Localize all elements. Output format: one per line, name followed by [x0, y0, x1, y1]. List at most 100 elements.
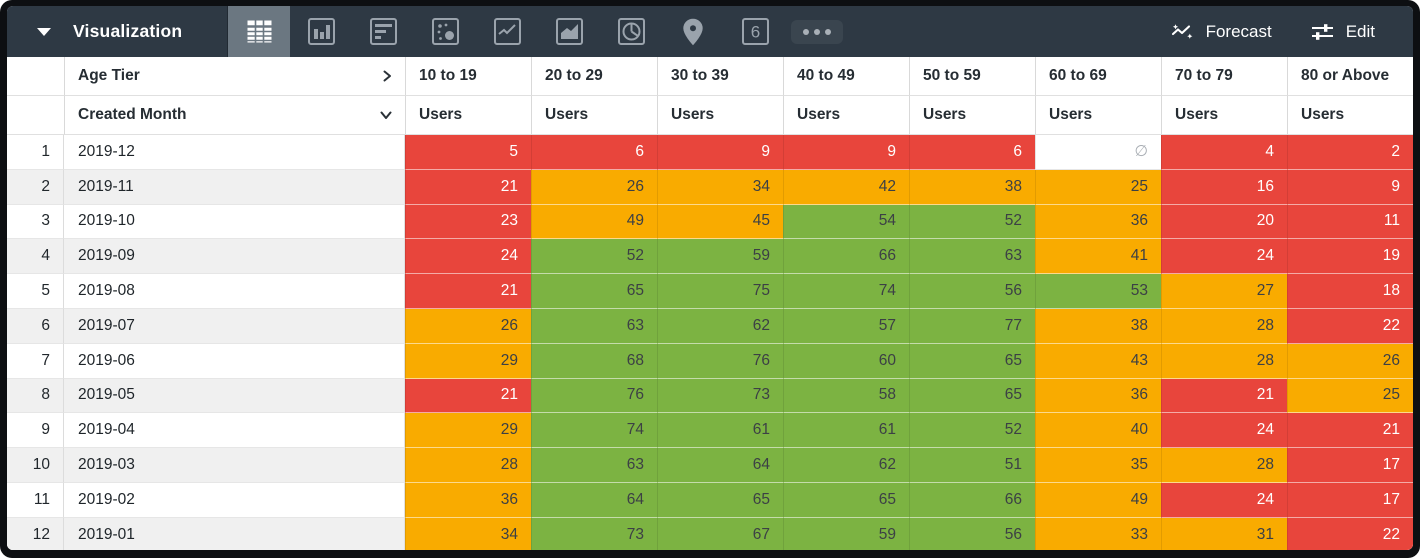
measure-value-cell[interactable]: 33	[1035, 517, 1161, 550]
measure-value-cell[interactable]: 63	[909, 239, 1035, 275]
age-tier-column-header[interactable]: 40 to 49	[783, 57, 909, 96]
measure-value-cell[interactable]: 54	[783, 204, 909, 240]
measure-value-cell[interactable]: 65	[657, 482, 783, 518]
row-dimension-value[interactable]: 2019-07	[64, 308, 405, 344]
age-tier-column-header[interactable]: 50 to 59	[909, 57, 1035, 96]
measure-value-cell[interactable]: 52	[531, 239, 657, 275]
measure-value-cell[interactable]: 74	[531, 413, 657, 449]
measure-value-cell[interactable]: 66	[783, 239, 909, 275]
measure-value-cell[interactable]: 65	[909, 378, 1035, 414]
measure-value-cell[interactable]: 65	[909, 343, 1035, 379]
measure-value-cell[interactable]: 61	[783, 413, 909, 449]
measure-value-cell[interactable]: 29	[405, 343, 531, 379]
measure-value-cell[interactable]: 26	[531, 169, 657, 205]
measure-value-cell[interactable]: 24	[1161, 239, 1287, 275]
measure-value-cell[interactable]: 16	[1161, 169, 1287, 205]
measure-value-cell[interactable]: 65	[531, 274, 657, 309]
viz-type-bar-chart-icon[interactable]	[352, 6, 414, 57]
measure-value-cell[interactable]: 28	[1161, 308, 1287, 344]
measure-value-cell[interactable]: 4	[1161, 135, 1287, 170]
measure-value-cell[interactable]: 73	[657, 378, 783, 414]
row-dimension-value[interactable]: 2019-08	[64, 274, 405, 309]
measure-value-cell[interactable]: 21	[1287, 413, 1413, 449]
row-dimension-value[interactable]: 2019-03	[64, 448, 405, 483]
measure-value-cell[interactable]: 52	[909, 413, 1035, 449]
measure-value-cell[interactable]: 66	[909, 482, 1035, 518]
measure-value-cell[interactable]: 24	[1161, 482, 1287, 518]
measure-value-cell[interactable]: 65	[783, 482, 909, 518]
row-dimension-value[interactable]: 2019-11	[64, 169, 405, 205]
measure-value-cell[interactable]: 51	[909, 448, 1035, 483]
measure-value-cell[interactable]: 43	[1035, 343, 1161, 379]
measure-value-cell[interactable]: 36	[1035, 204, 1161, 240]
row-dimension-value[interactable]: 2019-09	[64, 239, 405, 275]
viz-type-area-chart-icon[interactable]	[538, 6, 600, 57]
measure-value-cell[interactable]: 36	[405, 482, 531, 518]
measure-value-cell[interactable]: 68	[531, 343, 657, 379]
age-tier-column-header[interactable]: 80 or Above	[1287, 57, 1413, 96]
measure-value-cell[interactable]: 9	[657, 135, 783, 170]
measure-value-cell[interactable]: 62	[783, 448, 909, 483]
measure-value-cell[interactable]: 22	[1287, 517, 1413, 550]
row-dimension-value[interactable]: 2019-04	[64, 413, 405, 449]
measure-value-cell[interactable]: 56	[909, 517, 1035, 550]
row-dimension-value[interactable]: 2019-06	[64, 343, 405, 379]
measure-value-cell[interactable]: 34	[405, 517, 531, 550]
measure-column-header[interactable]: Users	[1287, 96, 1413, 135]
measure-value-cell[interactable]: 21	[405, 274, 531, 309]
measure-value-cell[interactable]: 76	[531, 378, 657, 414]
measure-value-cell[interactable]: 26	[405, 308, 531, 344]
row-dimension-header[interactable]: Created Month	[64, 96, 405, 135]
measure-value-cell[interactable]: 21	[405, 169, 531, 205]
measure-value-cell[interactable]: 34	[657, 169, 783, 205]
measure-value-cell[interactable]: 28	[1161, 448, 1287, 483]
measure-value-cell[interactable]: 25	[1035, 169, 1161, 205]
measure-value-cell[interactable]: 35	[1035, 448, 1161, 483]
measure-value-cell[interactable]: 49	[1035, 482, 1161, 518]
visualization-collapse-toggle[interactable]: Visualization	[7, 6, 228, 57]
measure-value-cell[interactable]: 63	[531, 448, 657, 483]
age-tier-column-header[interactable]: 30 to 39	[657, 57, 783, 96]
measure-value-cell[interactable]: 59	[657, 239, 783, 275]
measure-value-cell[interactable]: 58	[783, 378, 909, 414]
measure-value-cell[interactable]: 9	[783, 135, 909, 170]
measure-value-cell[interactable]: 23	[405, 204, 531, 240]
measure-value-cell[interactable]: 21	[405, 378, 531, 414]
measure-value-cell[interactable]: 2	[1287, 135, 1413, 170]
measure-value-cell[interactable]: 62	[657, 308, 783, 344]
age-tier-column-header[interactable]: 10 to 19	[405, 57, 531, 96]
age-tier-column-header[interactable]: 70 to 79	[1161, 57, 1287, 96]
viz-type-line-chart-icon[interactable]	[476, 6, 538, 57]
measure-value-cell[interactable]: 24	[1161, 413, 1287, 449]
measure-value-cell[interactable]: 31	[1161, 517, 1287, 550]
measure-value-cell[interactable]: 64	[657, 448, 783, 483]
measure-value-cell[interactable]: 76	[657, 343, 783, 379]
measure-value-cell[interactable]: 21	[1161, 378, 1287, 414]
measure-column-header[interactable]: Users	[1035, 96, 1161, 135]
measure-value-cell[interactable]: 77	[909, 308, 1035, 344]
measure-value-cell[interactable]: 9	[1287, 169, 1413, 205]
measure-value-cell[interactable]: 24	[405, 239, 531, 275]
measure-column-header[interactable]: Users	[531, 96, 657, 135]
measure-value-cell[interactable]: 17	[1287, 482, 1413, 518]
null-value-cell[interactable]: ∅	[1035, 135, 1161, 170]
measure-value-cell[interactable]: 18	[1287, 274, 1413, 309]
measure-value-cell[interactable]: 64	[531, 482, 657, 518]
edit-button[interactable]: Edit	[1300, 6, 1385, 57]
measure-column-header[interactable]: Users	[909, 96, 1035, 135]
measure-value-cell[interactable]: 56	[909, 274, 1035, 309]
measure-value-cell[interactable]: 40	[1035, 413, 1161, 449]
measure-value-cell[interactable]: 38	[909, 169, 1035, 205]
row-dimension-value[interactable]: 2019-01	[64, 517, 405, 550]
row-dimension-value[interactable]: 2019-10	[64, 204, 405, 240]
forecast-button[interactable]: Forecast	[1160, 6, 1282, 57]
age-tier-column-header[interactable]: 20 to 29	[531, 57, 657, 96]
measure-value-cell[interactable]: 6	[531, 135, 657, 170]
measure-value-cell[interactable]: 38	[1035, 308, 1161, 344]
pivot-dimension-header[interactable]: Age Tier	[64, 57, 405, 96]
measure-column-header[interactable]: Users	[657, 96, 783, 135]
viz-type-pie-chart-icon[interactable]	[600, 6, 662, 57]
measure-value-cell[interactable]: 60	[783, 343, 909, 379]
measure-value-cell[interactable]: 28	[405, 448, 531, 483]
row-dimension-value[interactable]: 2019-02	[64, 482, 405, 518]
